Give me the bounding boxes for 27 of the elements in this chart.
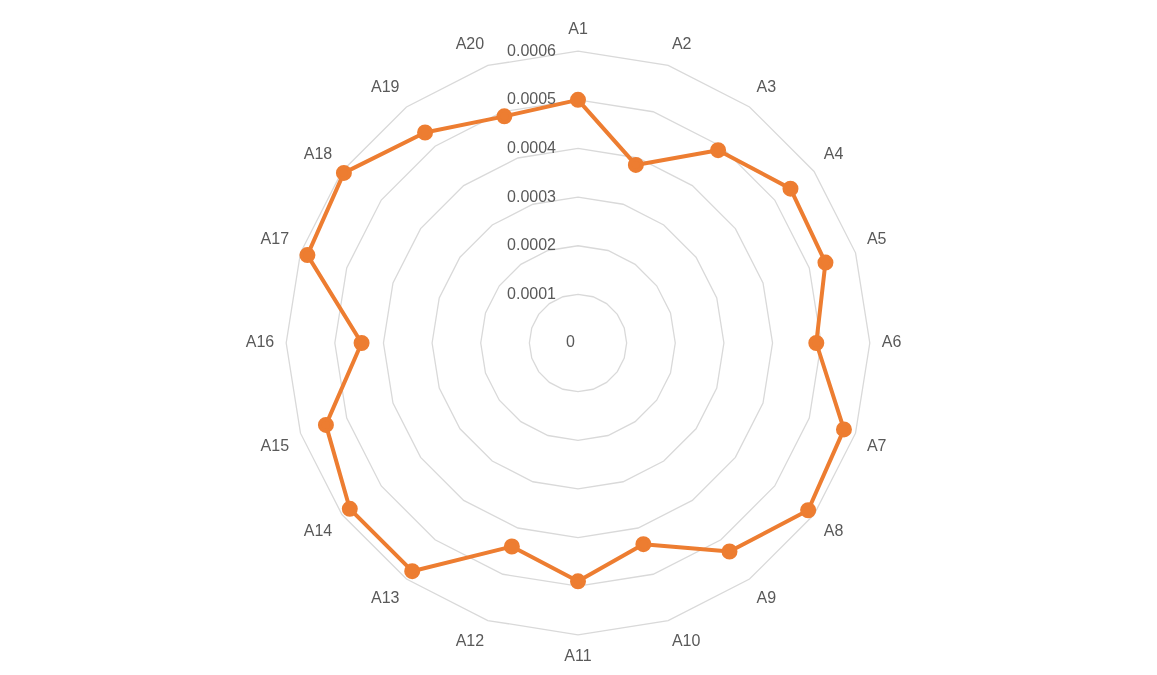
spoke-label: A5 bbox=[866, 229, 887, 247]
spoke-label: A2 bbox=[671, 34, 692, 52]
spoke-label: A14 bbox=[303, 521, 333, 539]
spoke-label: A8 bbox=[823, 521, 844, 539]
y-tick-label: 0.0002 bbox=[507, 236, 557, 254]
spoke-label: A19 bbox=[370, 78, 400, 96]
spoke-label: A12 bbox=[455, 631, 485, 649]
y-tick-label: 0.0006 bbox=[507, 41, 557, 59]
y-tick-label: 0.0004 bbox=[507, 138, 557, 156]
y-tick-label: 0.0001 bbox=[507, 284, 557, 302]
spoke-label: A15 bbox=[260, 436, 290, 454]
spoke-label: A4 bbox=[823, 145, 844, 163]
spoke-label: A11 bbox=[564, 646, 592, 664]
spoke-label: A16 bbox=[245, 333, 275, 351]
y-tick-label: 0 bbox=[566, 333, 576, 351]
spoke-label: A20 bbox=[455, 34, 485, 52]
spoke-label: A17 bbox=[260, 229, 290, 247]
spoke-label: A3 bbox=[756, 78, 777, 96]
spoke-label: A9 bbox=[756, 588, 777, 606]
spoke-label: A1 bbox=[568, 20, 588, 38]
spoke-label: A10 bbox=[671, 631, 701, 649]
spoke-label: A18 bbox=[303, 145, 333, 163]
spoke-label: A6 bbox=[881, 333, 902, 351]
spoke-label: A7 bbox=[866, 436, 887, 454]
y-tick-label: 0.0003 bbox=[507, 187, 557, 205]
y-tick-label: 0.0005 bbox=[507, 90, 557, 108]
spoke-label: A13 bbox=[370, 588, 400, 606]
